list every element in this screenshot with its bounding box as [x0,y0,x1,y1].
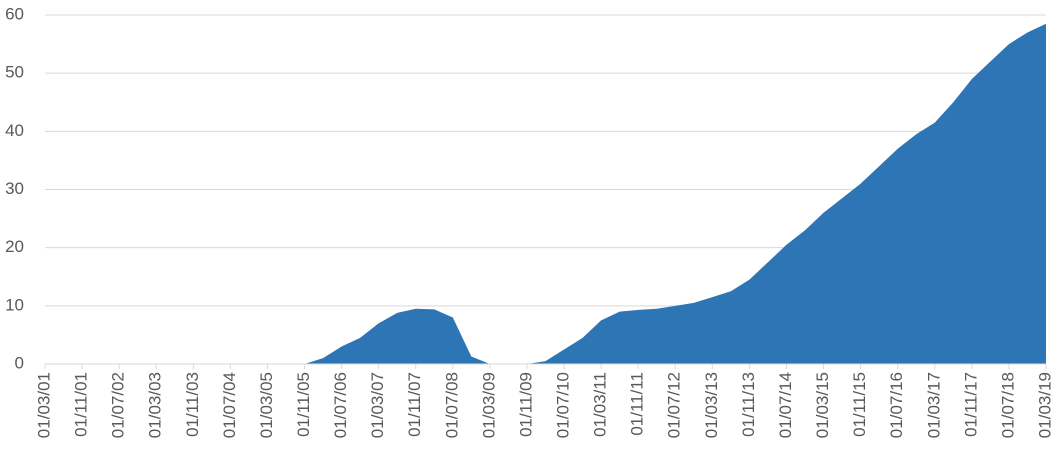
x-tick-label: 01/11/01 [72,372,91,437]
x-tick-label: 01/03/07 [368,372,387,438]
x-tick-label: 01/03/13 [702,372,721,438]
x-tick-label: 01/03/19 [1035,372,1054,438]
x-tick-label: 01/03/17 [924,372,943,438]
x-tick-label: 01/03/03 [146,372,165,438]
x-tick-label: 01/07/14 [776,372,795,438]
x-tick-label: 01/11/11 [628,372,647,436]
x-tick-label: 01/11/15 [850,372,869,437]
x-tick-label: 01/07/04 [220,372,239,438]
x-tick-label: 01/03/01 [34,372,53,438]
x-tick-label: 01/07/06 [331,372,350,438]
x-tick-label: 01/11/09 [516,372,535,437]
x-tick-label: 01/03/09 [479,372,498,438]
x-tick-label: 01/03/15 [813,372,832,438]
x-tick-label: 01/07/08 [442,372,461,438]
x-tick-label: 01/07/02 [109,372,128,438]
x-tick-label: 01/11/05 [294,372,313,437]
y-tick-label: 50 [5,63,24,82]
y-tick-label: 60 [5,4,24,23]
area [45,23,1046,364]
x-tick-label: 01/07/18 [998,372,1017,438]
x-tick-label: 01/07/10 [554,372,573,438]
x-tick-label: 01/03/05 [257,372,276,438]
y-tick-label: 10 [5,295,24,314]
x-tick-label: 01/11/03 [183,372,202,437]
y-tick-label: 0 [15,353,24,372]
x-tick-label: 01/11/07 [405,372,424,437]
x-tick-label: 01/11/13 [739,372,758,437]
y-tick-label: 30 [5,179,24,198]
x-tick-label: 01/07/12 [665,372,684,438]
x-tick-label: 01/11/17 [961,372,980,437]
y-tick-label: 20 [5,237,24,256]
y-tick-label: 40 [5,121,24,140]
x-tick-label: 01/07/16 [887,372,906,438]
x-tick-label: 01/03/11 [591,372,610,437]
